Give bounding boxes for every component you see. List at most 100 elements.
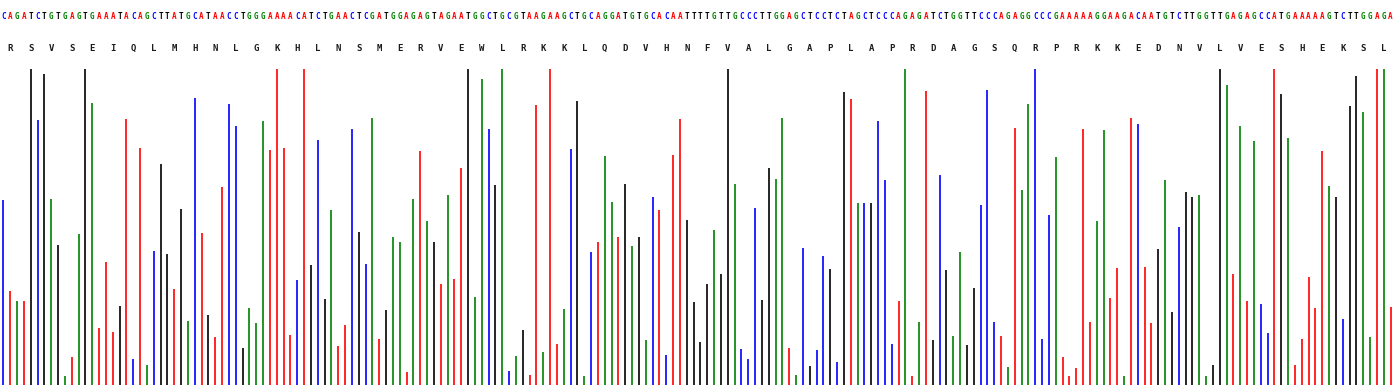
Text: T: T bbox=[56, 12, 60, 20]
Text: C: C bbox=[569, 12, 573, 20]
Text: G: G bbox=[1238, 12, 1242, 20]
Text: G: G bbox=[602, 12, 606, 20]
Text: G: G bbox=[793, 12, 799, 20]
Text: Q: Q bbox=[1012, 44, 1018, 53]
Text: G: G bbox=[781, 12, 785, 20]
Text: M: M bbox=[171, 44, 177, 53]
Text: A: A bbox=[671, 12, 676, 20]
Text: Q: Q bbox=[602, 44, 608, 53]
Text: V: V bbox=[1238, 44, 1243, 53]
Text: G: G bbox=[77, 12, 81, 20]
Text: G: G bbox=[247, 12, 252, 20]
Text: T: T bbox=[705, 12, 710, 20]
Text: G: G bbox=[609, 12, 613, 20]
Text: T: T bbox=[1217, 12, 1223, 20]
Text: C: C bbox=[227, 12, 231, 20]
Text: L: L bbox=[1217, 44, 1223, 53]
Text: G: G bbox=[473, 12, 477, 20]
Text: G: G bbox=[185, 12, 190, 20]
Text: C: C bbox=[233, 12, 238, 20]
Text: G: G bbox=[951, 12, 955, 20]
Text: G: G bbox=[732, 12, 737, 20]
Text: A: A bbox=[1012, 12, 1018, 20]
Text: S: S bbox=[1278, 44, 1284, 53]
Text: T: T bbox=[698, 12, 703, 20]
Text: G: G bbox=[856, 12, 860, 20]
Text: D: D bbox=[623, 44, 627, 53]
Text: K: K bbox=[275, 44, 279, 53]
Text: R: R bbox=[418, 44, 422, 53]
Text: C: C bbox=[1, 12, 6, 20]
Text: T: T bbox=[691, 12, 696, 20]
Text: T: T bbox=[308, 12, 314, 20]
Text: H: H bbox=[664, 44, 669, 53]
Text: G: G bbox=[425, 12, 429, 20]
Text: G: G bbox=[1285, 12, 1291, 20]
Text: V: V bbox=[49, 44, 54, 53]
Text: T: T bbox=[767, 12, 771, 20]
Text: R: R bbox=[7, 44, 13, 53]
Text: S: S bbox=[70, 44, 74, 53]
Text: E: E bbox=[89, 44, 95, 53]
Text: A: A bbox=[1066, 12, 1072, 20]
Text: P: P bbox=[1052, 44, 1058, 53]
Text: C: C bbox=[861, 12, 867, 20]
Text: V: V bbox=[725, 44, 730, 53]
Text: A: A bbox=[548, 12, 552, 20]
Text: G: G bbox=[261, 12, 265, 20]
Text: W: W bbox=[480, 44, 485, 53]
Text: C: C bbox=[131, 12, 135, 20]
Text: T: T bbox=[725, 12, 730, 20]
Text: P: P bbox=[889, 44, 895, 53]
Text: G: G bbox=[390, 12, 396, 20]
Text: C: C bbox=[152, 12, 156, 20]
Text: A: A bbox=[404, 12, 408, 20]
Text: T: T bbox=[623, 12, 627, 20]
Text: A: A bbox=[849, 12, 853, 20]
Text: L: L bbox=[1381, 44, 1387, 53]
Text: G: G bbox=[411, 12, 415, 20]
Text: K: K bbox=[1115, 44, 1119, 53]
Text: V: V bbox=[1196, 44, 1202, 53]
Text: C: C bbox=[986, 12, 990, 20]
Text: A: A bbox=[1087, 12, 1093, 20]
Text: G: G bbox=[1019, 12, 1025, 20]
Text: G: G bbox=[1122, 12, 1126, 20]
Text: A: A bbox=[555, 12, 559, 20]
Text: T: T bbox=[178, 12, 184, 20]
Text: C: C bbox=[821, 12, 825, 20]
Text: A: A bbox=[21, 12, 26, 20]
Text: G: G bbox=[254, 12, 258, 20]
Text: C: C bbox=[993, 12, 997, 20]
Text: A: A bbox=[534, 12, 538, 20]
Text: S: S bbox=[991, 44, 997, 53]
Text: C: C bbox=[1177, 12, 1181, 20]
Text: C: C bbox=[315, 12, 321, 20]
Text: A: A bbox=[1374, 12, 1379, 20]
Text: G: G bbox=[581, 12, 587, 20]
Text: R: R bbox=[909, 44, 914, 53]
Text: L: L bbox=[151, 44, 156, 53]
Text: G: G bbox=[1094, 12, 1098, 20]
Text: A: A bbox=[275, 12, 279, 20]
Text: A: A bbox=[282, 12, 286, 20]
Text: A: A bbox=[1306, 12, 1310, 20]
Text: C: C bbox=[507, 12, 512, 20]
Text: I: I bbox=[110, 44, 116, 53]
Text: H: H bbox=[294, 44, 300, 53]
Text: N: N bbox=[684, 44, 690, 53]
Text: A: A bbox=[1129, 12, 1133, 20]
Text: G: G bbox=[774, 12, 778, 20]
Text: C: C bbox=[1341, 12, 1345, 20]
Text: A: A bbox=[807, 44, 813, 53]
Text: A: A bbox=[1080, 12, 1086, 20]
Text: G: G bbox=[972, 44, 976, 53]
Text: T: T bbox=[1210, 12, 1216, 20]
Text: C: C bbox=[1136, 12, 1140, 20]
Text: E: E bbox=[1257, 44, 1263, 53]
Text: C: C bbox=[1266, 12, 1270, 20]
Text: K: K bbox=[541, 44, 546, 53]
Text: R: R bbox=[1073, 44, 1079, 53]
Text: G: G bbox=[397, 12, 401, 20]
Text: A: A bbox=[527, 12, 533, 20]
